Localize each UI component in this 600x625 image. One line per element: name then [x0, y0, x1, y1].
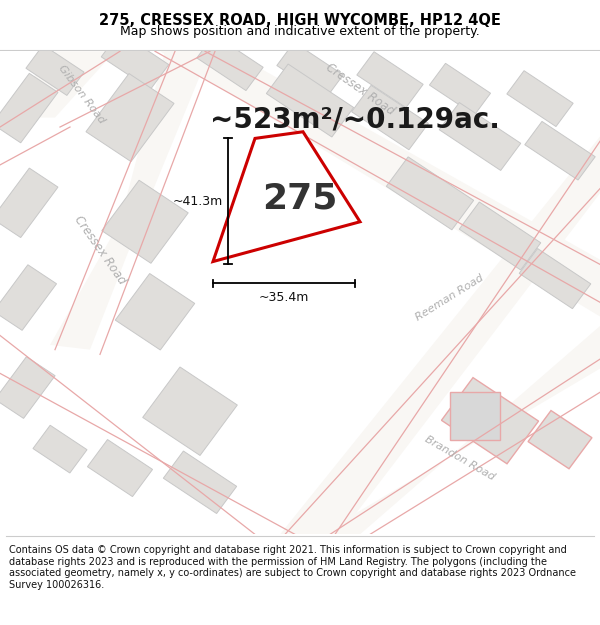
Polygon shape: [163, 451, 236, 514]
Polygon shape: [459, 202, 541, 270]
Polygon shape: [88, 439, 152, 497]
Text: Gibson Road: Gibson Road: [57, 62, 107, 125]
Polygon shape: [266, 64, 353, 137]
Polygon shape: [0, 357, 55, 418]
Polygon shape: [102, 180, 188, 263]
Text: ~35.4m: ~35.4m: [259, 291, 309, 304]
Polygon shape: [525, 121, 595, 180]
Polygon shape: [280, 136, 600, 534]
Text: 275, CRESSEX ROAD, HIGH WYCOMBE, HP12 4QE: 275, CRESSEX ROAD, HIGH WYCOMBE, HP12 4Q…: [99, 12, 501, 28]
Text: ~523m²/~0.129ac.: ~523m²/~0.129ac.: [210, 106, 500, 134]
Text: Reeman Road: Reeman Road: [414, 272, 486, 322]
Polygon shape: [357, 52, 423, 107]
Polygon shape: [439, 102, 521, 171]
Polygon shape: [26, 45, 84, 96]
Polygon shape: [0, 168, 58, 238]
Polygon shape: [430, 63, 491, 115]
Text: ~41.3m: ~41.3m: [173, 195, 223, 208]
Polygon shape: [277, 42, 343, 98]
Polygon shape: [143, 367, 238, 456]
Polygon shape: [450, 392, 500, 439]
Polygon shape: [33, 425, 87, 473]
Polygon shape: [0, 265, 56, 331]
Polygon shape: [0, 73, 58, 143]
Polygon shape: [0, 51, 115, 118]
Polygon shape: [519, 249, 591, 309]
Text: Cressex Road: Cressex Road: [323, 61, 397, 118]
Text: Brandon Road: Brandon Road: [423, 434, 497, 482]
Text: 275: 275: [262, 181, 338, 215]
Polygon shape: [160, 51, 600, 316]
Polygon shape: [101, 32, 169, 89]
Polygon shape: [115, 274, 195, 350]
Polygon shape: [442, 378, 539, 464]
Polygon shape: [352, 86, 428, 150]
Polygon shape: [86, 74, 174, 162]
Polygon shape: [528, 411, 592, 469]
Polygon shape: [507, 71, 573, 126]
Polygon shape: [320, 326, 600, 534]
Text: Cressex Road: Cressex Road: [71, 213, 128, 287]
Text: Contains OS data © Crown copyright and database right 2021. This information is : Contains OS data © Crown copyright and d…: [9, 545, 576, 590]
Polygon shape: [386, 157, 473, 230]
Polygon shape: [197, 34, 263, 91]
Text: Map shows position and indicative extent of the property.: Map shows position and indicative extent…: [120, 26, 480, 39]
Polygon shape: [213, 132, 360, 261]
Polygon shape: [50, 51, 210, 349]
